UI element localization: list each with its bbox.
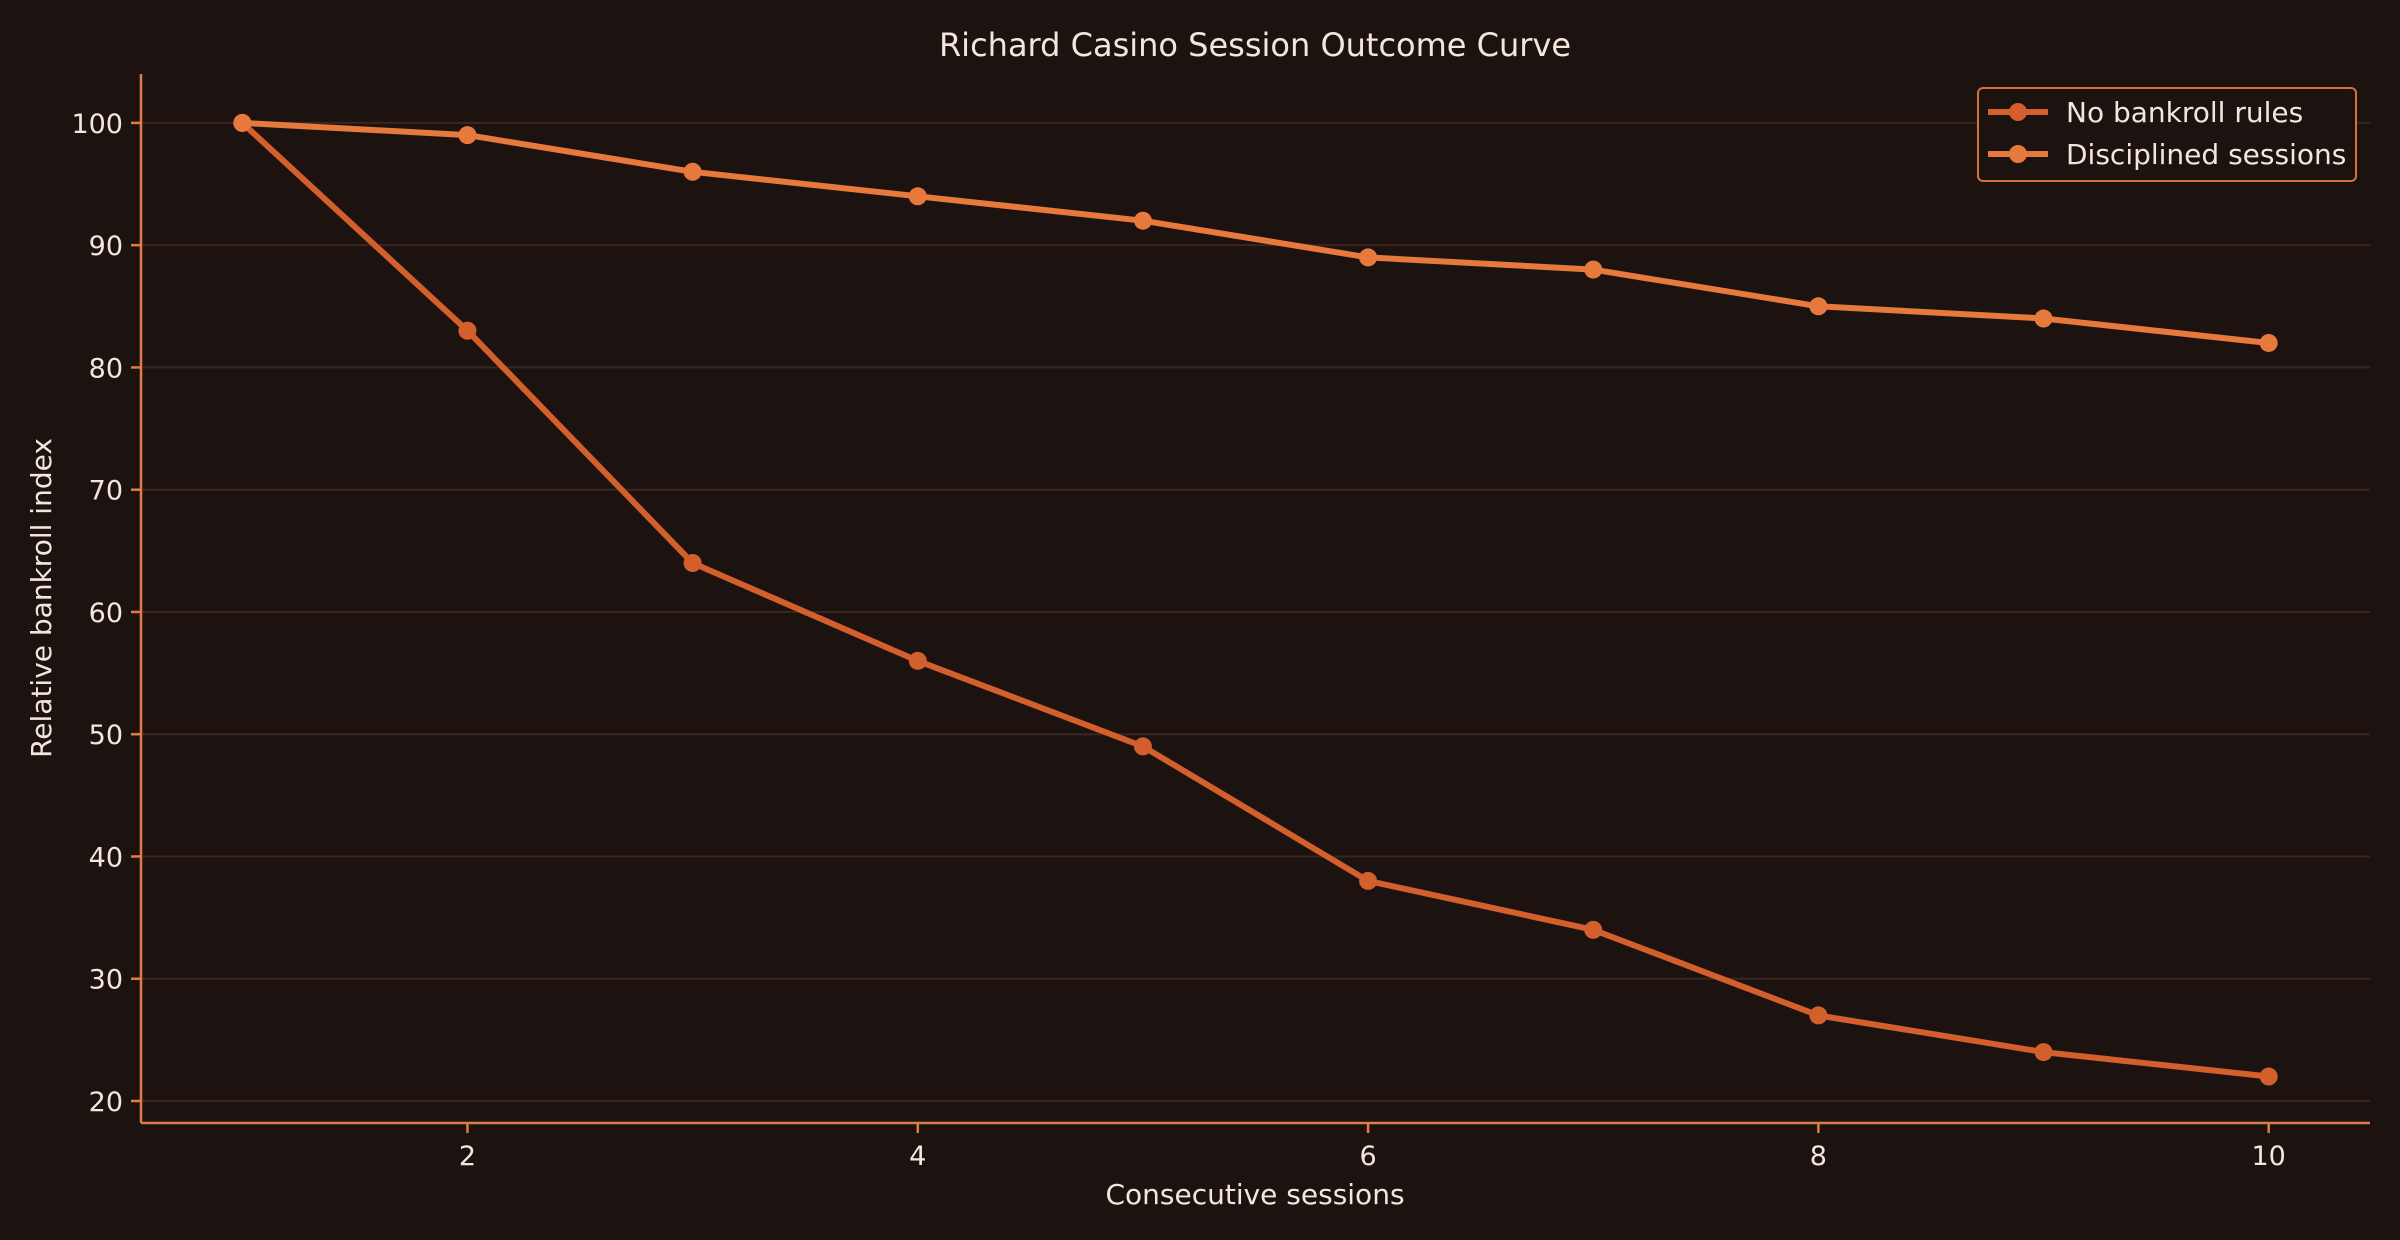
x-tick-label-4: 4 bbox=[909, 1141, 926, 1172]
grid-lines bbox=[141, 121, 2370, 1102]
data-point-no-bankroll-rules-3 bbox=[683, 554, 702, 573]
y-tick-label-50: 50 bbox=[89, 720, 123, 751]
series-disciplined-sessions bbox=[233, 113, 2278, 352]
legend-marker-disciplined-sessions bbox=[2009, 145, 2027, 163]
x-tick-label-10: 10 bbox=[2252, 1141, 2286, 1172]
legend-label-no-bankroll-rules: No bankroll rules bbox=[2066, 96, 2303, 129]
y-tick-label-80: 80 bbox=[89, 353, 123, 384]
data-point-no-bankroll-rules-9 bbox=[2034, 1043, 2053, 1062]
y-tick-label-60: 60 bbox=[89, 598, 123, 629]
x-tick-label-8: 8 bbox=[1810, 1141, 1827, 1172]
y-tick-label-100: 100 bbox=[71, 109, 123, 140]
data-point-disciplined-sessions-1 bbox=[233, 113, 252, 132]
data-point-disciplined-sessions-10 bbox=[2259, 333, 2278, 352]
data-point-no-bankroll-rules-5 bbox=[1133, 737, 1152, 756]
y-tick-label-20: 20 bbox=[89, 1087, 123, 1118]
x-tick-label-6: 6 bbox=[1359, 1141, 1376, 1172]
data-point-no-bankroll-rules-7 bbox=[1584, 920, 1603, 939]
x-tick-label-2: 2 bbox=[459, 1141, 476, 1172]
chart-title: Richard Casino Session Outcome Curve bbox=[939, 26, 1571, 64]
data-point-disciplined-sessions-3 bbox=[683, 162, 702, 181]
y-tick-label-30: 30 bbox=[89, 965, 123, 996]
data-point-disciplined-sessions-2 bbox=[458, 126, 477, 145]
data-point-no-bankroll-rules-10 bbox=[2259, 1067, 2278, 1086]
y-axis-label: Relative bankroll index bbox=[25, 438, 58, 758]
legend-marker-no-bankroll-rules bbox=[2009, 103, 2027, 121]
legend: No bankroll rules Disciplined sessions bbox=[1977, 87, 2357, 182]
data-point-no-bankroll-rules-2 bbox=[458, 321, 477, 340]
y-tick-label-70: 70 bbox=[89, 476, 123, 507]
y-ticks: 20 30 40 50 60 70 80 90 100 bbox=[71, 109, 141, 1118]
data-point-disciplined-sessions-9 bbox=[2034, 309, 2053, 328]
data-point-disciplined-sessions-4 bbox=[908, 187, 927, 206]
series-line-disciplined-sessions bbox=[239, 119, 2272, 346]
data-point-disciplined-sessions-7 bbox=[1584, 260, 1603, 279]
data-point-disciplined-sessions-5 bbox=[1133, 211, 1152, 230]
legend-box bbox=[1977, 87, 2357, 182]
data-point-no-bankroll-rules-4 bbox=[908, 651, 927, 670]
x-ticks: 2 4 6 8 10 bbox=[459, 1123, 2286, 1172]
x-axis-label: Consecutive sessions bbox=[1105, 1178, 1404, 1211]
data-point-no-bankroll-rules-8 bbox=[1809, 1006, 1828, 1025]
y-tick-label-90: 90 bbox=[89, 231, 123, 262]
y-tick-label-40: 40 bbox=[89, 842, 123, 873]
series-no-bankroll-rules bbox=[233, 113, 2278, 1086]
series-line-no-bankroll-rules bbox=[239, 119, 2272, 1080]
legend-label-disciplined-sessions: Disciplined sessions bbox=[2066, 138, 2346, 171]
data-point-disciplined-sessions-6 bbox=[1359, 248, 1378, 267]
data-point-no-bankroll-rules-6 bbox=[1359, 871, 1378, 890]
data-point-disciplined-sessions-8 bbox=[1809, 297, 1828, 316]
series bbox=[233, 113, 2278, 1086]
